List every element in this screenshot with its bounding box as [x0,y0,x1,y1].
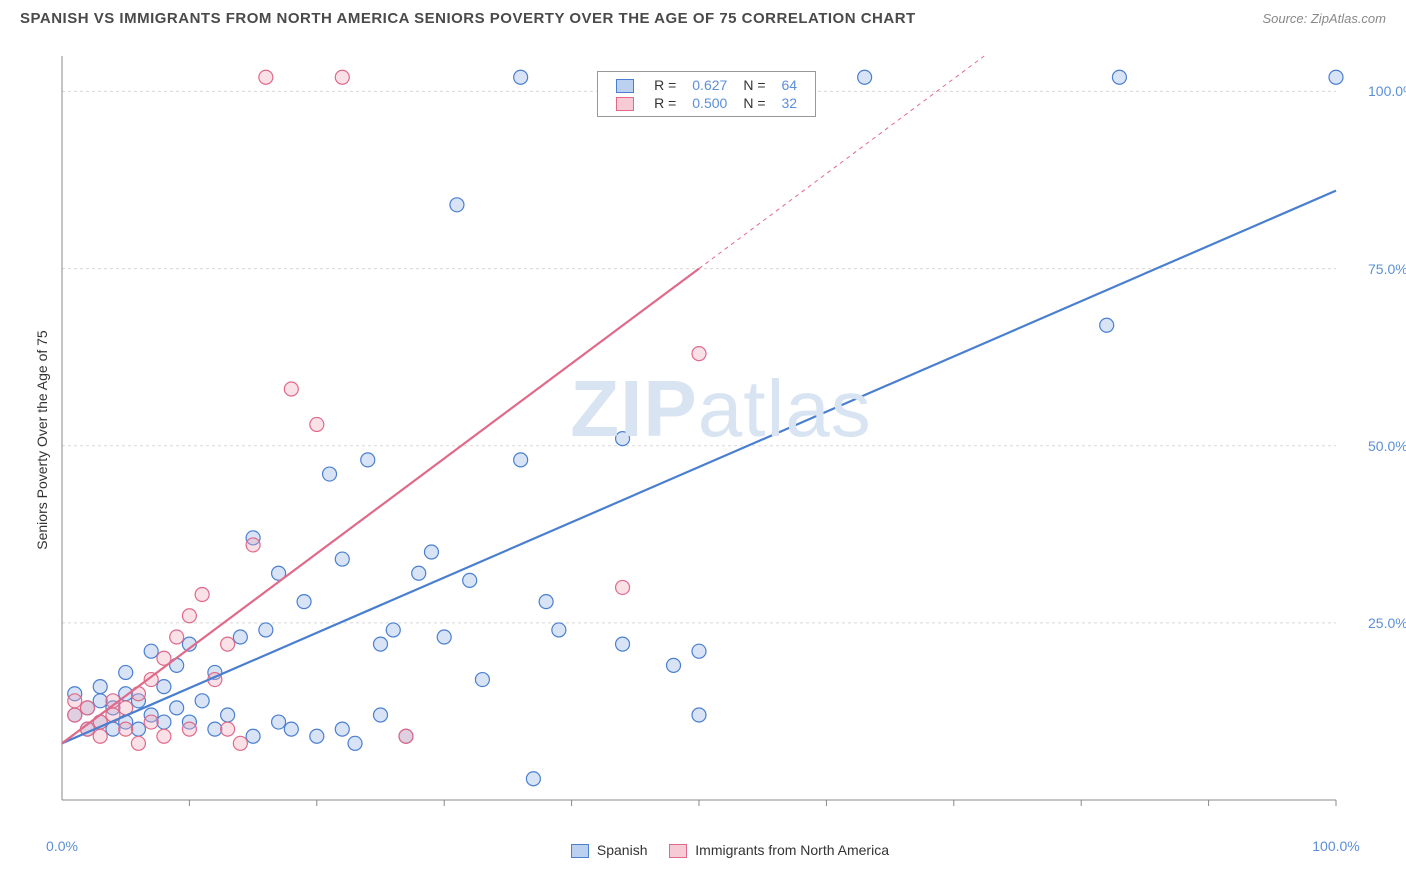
scatter-plot [56,50,1386,830]
legend-series: Spanish Immigrants from North America [553,842,889,858]
chart-title: SPANISH VS IMMIGRANTS FROM NORTH AMERICA… [20,10,916,27]
legend-swatch-spanish [571,844,589,858]
source-label: Source: ZipAtlas.com [1262,11,1386,26]
y-axis-label: Seniors Poverty Over the Age of 75 [34,330,50,549]
y-tick-label: 50.0% [1368,438,1406,454]
legend-label-spanish: Spanish [597,842,648,858]
chart-container: Seniors Poverty Over the Age of 75 ZIPat… [56,50,1386,830]
y-tick-label: 100.0% [1368,83,1406,99]
x-tick-label: 0.0% [46,838,78,854]
x-tick-label: 100.0% [1312,838,1359,854]
legend-swatch-immigrants [669,844,687,858]
y-tick-label: 25.0% [1368,615,1406,631]
legend-label-immigrants: Immigrants from North America [695,842,889,858]
legend-stats: R =0.627N =64R =0.500N =32 [597,71,816,118]
y-tick-label: 75.0% [1368,261,1406,277]
